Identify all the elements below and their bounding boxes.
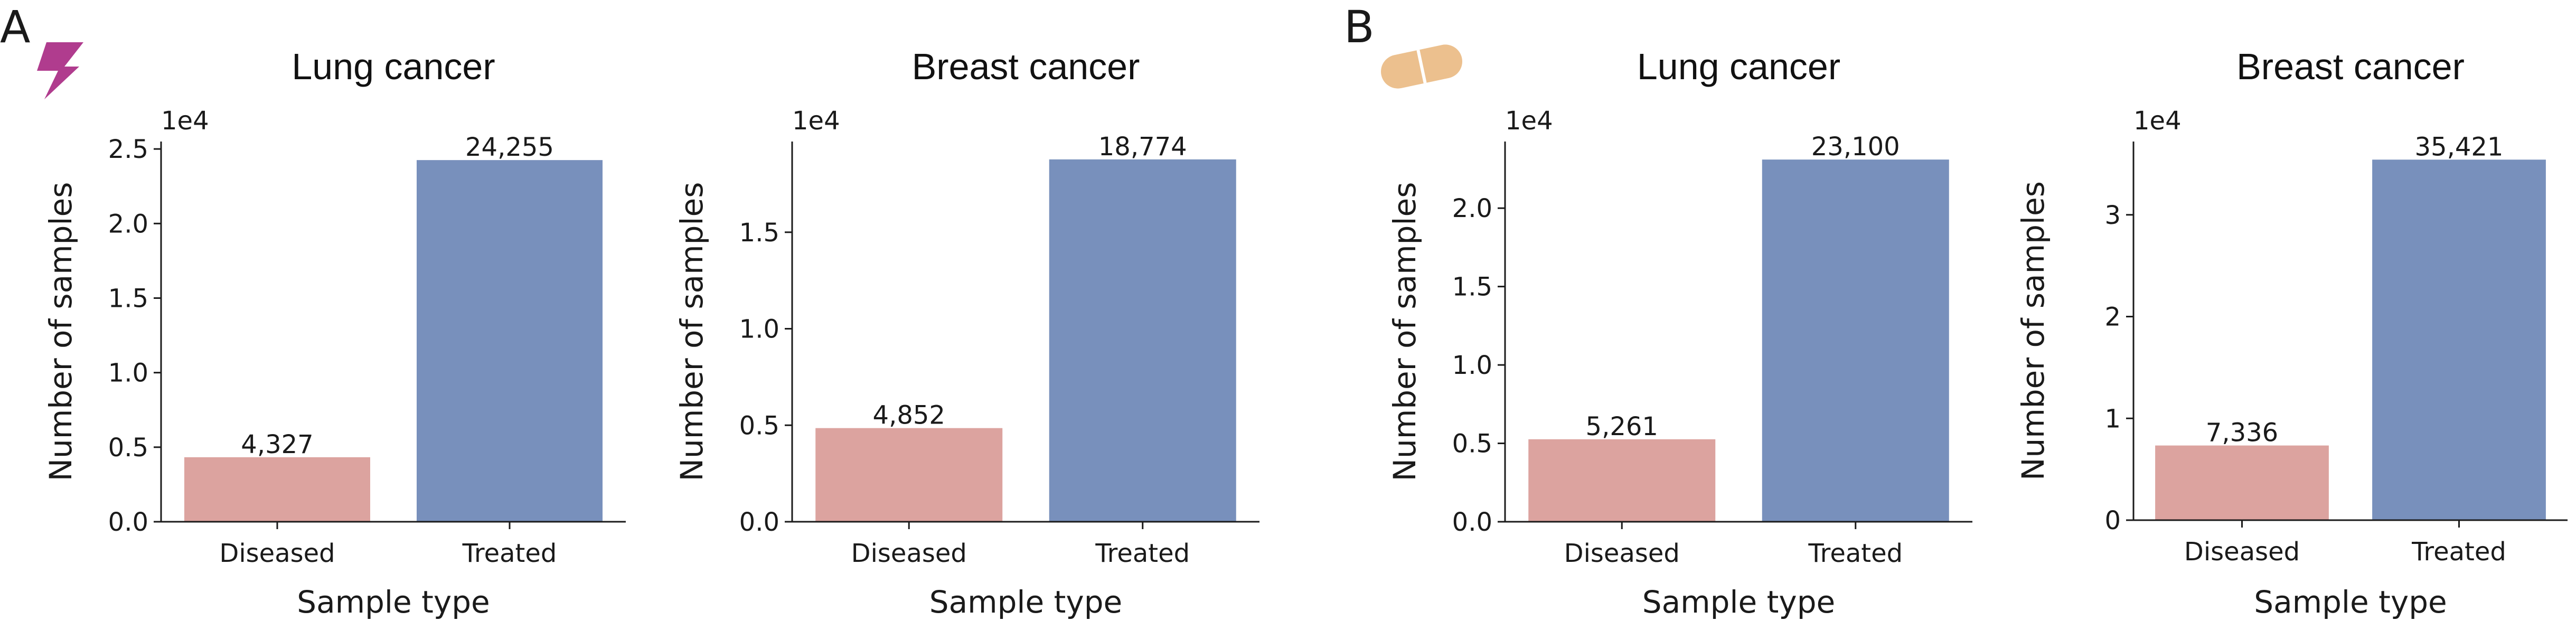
panel-a: A xyxy=(0,1,83,99)
panel-letter-b: B xyxy=(1344,1,1375,53)
bar-diseased xyxy=(184,457,370,522)
y-tick-label: 1 xyxy=(2104,404,2121,434)
y-tick-label: 2 xyxy=(2104,303,2121,332)
chart-title: Lung cancer xyxy=(292,46,495,87)
y-tick-label: 0.5 xyxy=(739,411,779,440)
y-tick-label: 0.0 xyxy=(1452,507,1492,537)
pill-capsule-icon xyxy=(1381,44,1462,89)
lightning-bolt-shape xyxy=(37,42,83,99)
x-tick-label: Treated xyxy=(1808,539,1903,568)
y-axis-label: Number of samples xyxy=(674,182,710,482)
y-offset-label: 1e4 xyxy=(161,106,209,136)
y-tick-label: 1.0 xyxy=(1452,351,1492,380)
x-tick-label: Treated xyxy=(2411,537,2506,567)
x-axis-label: Sample type xyxy=(2254,584,2447,620)
chart-title: Breast cancer xyxy=(2236,46,2465,87)
x-axis-label: Sample type xyxy=(1642,584,1835,620)
panel-b: B xyxy=(1344,1,1462,89)
lightning-bolt-icon xyxy=(37,42,83,99)
y-axis-label: Number of samples xyxy=(1387,182,1423,482)
data-label: 35,421 xyxy=(2415,132,2504,162)
bar-treated xyxy=(1049,159,1236,522)
y-offset-label: 1e4 xyxy=(1505,106,1553,136)
chart-title: Lung cancer xyxy=(1637,46,1840,87)
x-tick-label: Treated xyxy=(1095,539,1190,568)
y-tick-label: 2.5 xyxy=(108,135,148,164)
y-tick-label: 0.5 xyxy=(108,433,148,463)
x-axis-label: Sample type xyxy=(929,584,1122,620)
bar-diseased xyxy=(2155,445,2329,520)
data-label: 5,261 xyxy=(1586,412,1658,441)
x-axis-label: Sample type xyxy=(297,584,490,620)
y-tick-label: 1.0 xyxy=(108,359,148,388)
data-label: 18,774 xyxy=(1098,132,1187,162)
bar-diseased xyxy=(815,428,1003,522)
y-tick-label: 0.0 xyxy=(108,507,148,537)
pill-capsule-divider xyxy=(1416,50,1427,83)
bar-diseased xyxy=(1528,439,1716,522)
y-tick-label: 1.5 xyxy=(108,284,148,313)
y-offset-label: 1e4 xyxy=(2133,106,2182,136)
y-tick-label: 0 xyxy=(2104,506,2121,535)
y-tick-label: 0.5 xyxy=(1452,429,1492,459)
bar-treated xyxy=(2372,159,2546,520)
data-label: 7,336 xyxy=(2206,418,2278,448)
chart-title: Breast cancer xyxy=(912,46,1140,87)
data-label: 4,852 xyxy=(873,401,945,430)
bar-treated xyxy=(1762,159,1949,522)
y-offset-label: 1e4 xyxy=(792,106,840,136)
x-tick-label: Diseased xyxy=(1564,539,1680,568)
data-label: 24,255 xyxy=(465,133,554,162)
panel-letter-a: A xyxy=(0,1,30,53)
y-axis-label: Number of samples xyxy=(43,182,79,482)
y-tick-label: 3 xyxy=(2104,201,2121,230)
data-label: 4,327 xyxy=(241,430,313,459)
y-tick-label: 2.0 xyxy=(1452,194,1492,223)
y-tick-label: 1.0 xyxy=(739,315,779,344)
y-tick-label: 1.5 xyxy=(739,218,779,248)
chart-lung-cancer-b: Lung cancer 1e4 5,261 Diseased 23,100 Treated… xyxy=(1387,46,1972,620)
y-tick-label: 0.0 xyxy=(739,507,779,537)
x-tick-label: Diseased xyxy=(2184,537,2300,567)
y-tick-label: 1.5 xyxy=(1452,272,1492,302)
x-tick-label: Treated xyxy=(462,539,557,568)
y-axis-label: Number of samples xyxy=(2015,181,2051,481)
x-tick-label: Diseased xyxy=(851,539,967,568)
chart-lung-cancer-a: Lung cancer 1e4 4,327 Diseased 24,255 Treated… xyxy=(43,46,626,620)
chart-breast-cancer-b: Breast cancer 1e4 7,336 Diseased 35,421 Treat… xyxy=(2015,46,2568,620)
bar-treated xyxy=(417,160,603,522)
chart-breast-cancer-a: Breast cancer 1e4 4,852 Diseased 18,774 Treat… xyxy=(674,46,1259,620)
y-tick-label: 2.0 xyxy=(108,209,148,239)
data-label: 23,100 xyxy=(1811,132,1900,162)
x-tick-label: Diseased xyxy=(219,539,335,568)
